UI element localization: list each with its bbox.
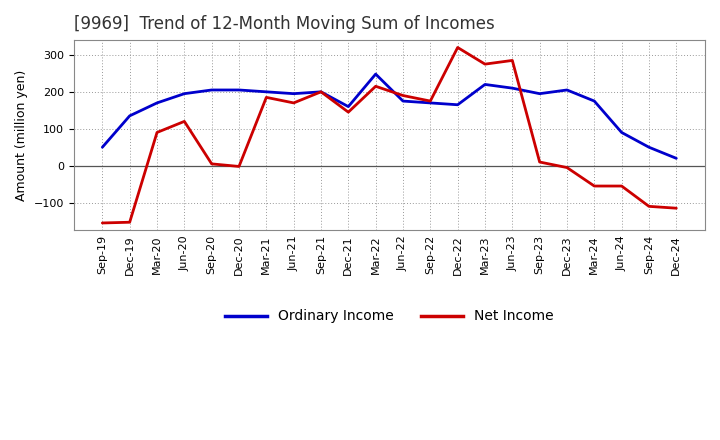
Text: [9969]  Trend of 12-Month Moving Sum of Incomes: [9969] Trend of 12-Month Moving Sum of I… [73, 15, 495, 33]
Net Income [426, 99, 435, 104]
Net Income [481, 62, 490, 67]
Ordinary Income [481, 82, 490, 87]
Net Income [617, 183, 626, 189]
Net Income [344, 110, 353, 115]
Ordinary Income [235, 88, 243, 93]
Y-axis label: Amount (million yen): Amount (million yen) [15, 70, 28, 201]
Ordinary Income [344, 104, 353, 109]
Net Income [317, 89, 325, 95]
Ordinary Income [536, 91, 544, 96]
Ordinary Income [289, 91, 298, 96]
Net Income [508, 58, 517, 63]
Net Income [125, 220, 134, 225]
Ordinary Income [426, 100, 435, 106]
Ordinary Income [180, 91, 189, 96]
Net Income [372, 84, 380, 89]
Net Income [207, 161, 216, 166]
Net Income [454, 45, 462, 50]
Ordinary Income [454, 102, 462, 107]
Net Income [562, 165, 571, 170]
Net Income [262, 95, 271, 100]
Ordinary Income [617, 130, 626, 135]
Net Income [672, 205, 680, 211]
Net Income [153, 130, 161, 135]
Ordinary Income [125, 113, 134, 118]
Ordinary Income [399, 99, 408, 104]
Net Income [180, 119, 189, 124]
Ordinary Income [644, 145, 653, 150]
Ordinary Income [207, 88, 216, 93]
Ordinary Income [153, 100, 161, 106]
Net Income [399, 93, 408, 98]
Net Income [98, 220, 107, 226]
Ordinary Income [317, 89, 325, 95]
Net Income [644, 204, 653, 209]
Line: Ordinary Income: Ordinary Income [102, 74, 676, 158]
Ordinary Income [672, 156, 680, 161]
Ordinary Income [508, 85, 517, 91]
Ordinary Income [590, 99, 598, 104]
Ordinary Income [372, 71, 380, 77]
Net Income [590, 183, 598, 189]
Legend: Ordinary Income, Net Income: Ordinary Income, Net Income [220, 304, 559, 329]
Net Income [289, 100, 298, 106]
Net Income [235, 164, 243, 169]
Ordinary Income [262, 89, 271, 95]
Ordinary Income [98, 145, 107, 150]
Line: Net Income: Net Income [102, 48, 676, 223]
Ordinary Income [562, 88, 571, 93]
Net Income [536, 159, 544, 165]
